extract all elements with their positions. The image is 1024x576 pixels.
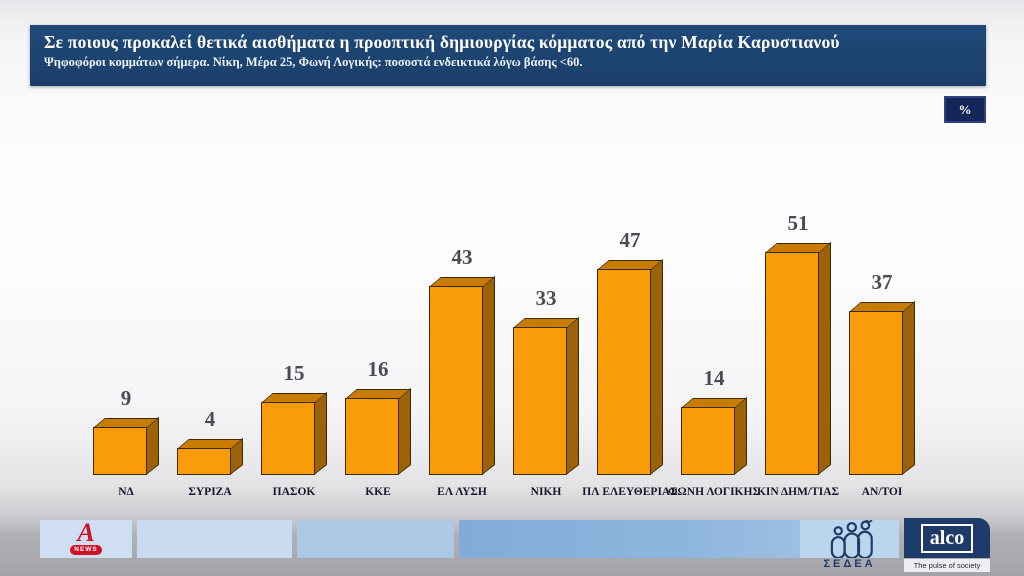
- bar-value-label: 33: [535, 286, 557, 310]
- page-title: Σε ποιους προκαλεί θετικά αισθήματα η πρ…: [44, 32, 840, 52]
- bar-value-label: 47: [619, 228, 641, 252]
- bar-3d: [849, 300, 915, 475]
- bar-3d: [765, 241, 831, 475]
- sedea-label: ΣΕΔΕΑ: [823, 558, 876, 570]
- bar-category-label: ΚΙΝ ΔΗΜ/ΤΙΑΣ: [756, 486, 840, 498]
- bar-value-label: 15: [283, 361, 305, 385]
- bar-face-side: [650, 258, 663, 475]
- bar-column: 14 ΦΩΝΗ ΛΟΓΙΚΗΣ: [668, 105, 760, 498]
- bar-face-side: [902, 300, 915, 475]
- bar-value-label: 51: [787, 211, 809, 235]
- bar-3d: [429, 275, 495, 475]
- bar-face-side: [482, 275, 495, 475]
- bar-category-label: ΦΩΝΗ ΛΟΓΙΚΗΣ: [668, 486, 760, 498]
- bar-3d: [513, 316, 579, 475]
- footer-panel-4: [459, 520, 800, 558]
- bar-face-side: [398, 387, 411, 475]
- bar-category-label: ΚΚΕ: [365, 486, 391, 498]
- bar-column: 15 ΠΑΣΟΚ: [252, 105, 336, 498]
- alpha-news-logo: A NEWS: [69, 518, 103, 556]
- news-badge: NEWS: [70, 545, 102, 555]
- bar-face-front: [345, 398, 399, 475]
- bar-value-label: 43: [451, 245, 473, 269]
- bar-value-label: 14: [703, 366, 725, 390]
- bar-3d: [681, 396, 747, 475]
- bar-column: 37 ΑΝ/ΤΟΙ: [840, 105, 924, 498]
- footer-panel-sedea: [800, 520, 899, 558]
- percent-unit-badge: %: [944, 96, 986, 123]
- bar-category-label: ΣΥΡΙΖΑ: [188, 486, 232, 498]
- alco-tagline: The pulse of society: [904, 559, 990, 572]
- bar-category-label: ΠΑΣΟΚ: [272, 486, 316, 498]
- bar-face-front: [513, 327, 567, 475]
- bar-face-side: [314, 391, 327, 475]
- bar-category-label: ΕΛ ΛΥΣΗ: [437, 486, 487, 498]
- bar-face-front: [849, 311, 903, 475]
- bar-face-front: [597, 269, 651, 475]
- alco-logo: alco: [904, 518, 990, 558]
- bar-column: 51 ΚΙΝ ΔΗΜ/ΤΙΑΣ: [756, 105, 840, 498]
- bar-column: 47 ΠΛ ΕΛΕΥΘΕΡΙΑΣ: [582, 105, 677, 498]
- footer-panel-alpha: A NEWS: [40, 520, 132, 558]
- bar-face-front: [681, 407, 735, 475]
- bar-face-side: [818, 241, 831, 475]
- bar-face-side: [734, 396, 747, 475]
- footer-panel-3: [297, 520, 454, 558]
- bar-value-label: 37: [871, 270, 893, 294]
- footer-panel-2: [137, 520, 292, 558]
- plot-area: 9 ΝΔ 4 ΣΥΡΙΖΑ 15 ΠΑΣΟΚ 16 ΚΚΕ 43 ΕΛ ΛΥΣΗ 33 ΝΙΚΗ 47 Π…: [84, 105, 924, 498]
- bar-3d: [93, 416, 159, 475]
- bar-face-front: [93, 427, 147, 475]
- bar-value-label: 16: [367, 357, 389, 381]
- bar-face-side: [566, 316, 579, 475]
- bar-column: 43 ΕΛ ΛΥΣΗ: [420, 105, 504, 498]
- bar-3d: [597, 258, 663, 475]
- bar-category-label: ΠΛ ΕΛΕΥΘΕΡΙΑΣ: [582, 486, 678, 498]
- bar-value-label: 4: [204, 407, 216, 431]
- bar-value-label: 9: [120, 386, 132, 410]
- bar-face-front: [765, 252, 819, 475]
- bar-category-label: ΝΔ: [118, 486, 134, 498]
- bar-category-label: ΝΙΚΗ: [530, 486, 562, 498]
- bar-3d: [261, 391, 327, 475]
- alco-wordmark: alco: [920, 523, 974, 553]
- header-banner: Σε ποιους προκαλεί θετικά αισθήματα η πρ…: [30, 25, 986, 86]
- bar-face-front: [429, 286, 483, 475]
- bar-face-front: [177, 448, 231, 475]
- bar-column: 4 ΣΥΡΙΖΑ: [168, 105, 252, 498]
- bar-column: 9 ΝΔ: [84, 105, 168, 498]
- sedea-people-icon: [830, 520, 873, 558]
- bar-3d: [177, 437, 243, 475]
- bar-3d: [345, 387, 411, 475]
- bar-face-front: [261, 402, 315, 475]
- bar-category-label: ΑΝ/ΤΟΙ: [861, 486, 903, 498]
- alpha-letter-icon: A: [77, 518, 95, 547]
- bar-column: 16 ΚΚΕ: [336, 105, 420, 498]
- bar-column: 33 ΝΙΚΗ: [504, 105, 588, 498]
- page-subtitle: Ψηφοφόροι κομμάτων σήμερα. Νίκη, Μέρα 25…: [44, 55, 583, 69]
